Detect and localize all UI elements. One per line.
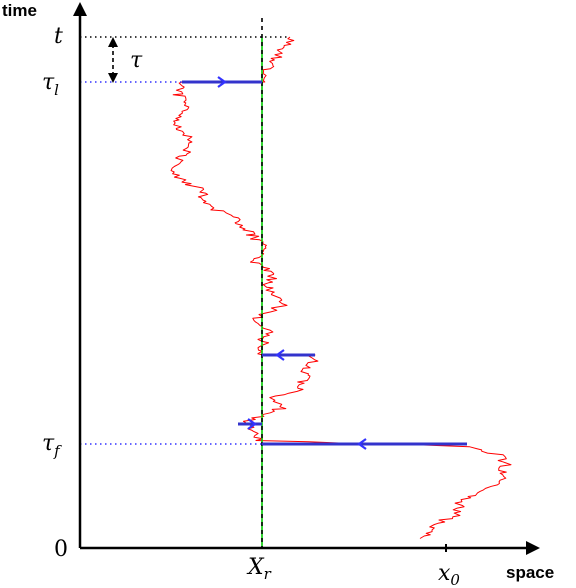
arrow-head-icon	[108, 37, 118, 47]
chevron-arrow-icon	[247, 418, 257, 430]
tau-f-label: τf	[42, 431, 62, 460]
reset-jump-small	[238, 418, 262, 430]
reset-jump-top	[182, 76, 262, 88]
origin-label: 0	[54, 537, 68, 562]
t-label: t	[54, 24, 63, 49]
arrow-head-icon	[526, 541, 540, 555]
tau-l-label: τl	[42, 70, 59, 99]
chevron-arrow-icon	[357, 438, 367, 450]
reset-jump-first	[262, 438, 467, 450]
arrow-head-icon	[108, 73, 118, 83]
chevron-arrow-icon	[275, 349, 285, 361]
tau-label: τ	[130, 48, 143, 73]
random-walk-path	[170, 36, 512, 539]
initial-position-label: x0	[438, 561, 460, 588]
arrow-head-icon	[73, 2, 87, 16]
time-axis-title: time	[2, 1, 37, 20]
reset-jump-middle	[262, 349, 315, 361]
chevron-arrow-icon	[217, 76, 227, 88]
reset-position-label: Xr	[246, 555, 272, 583]
space-axis-title: space	[506, 563, 554, 582]
